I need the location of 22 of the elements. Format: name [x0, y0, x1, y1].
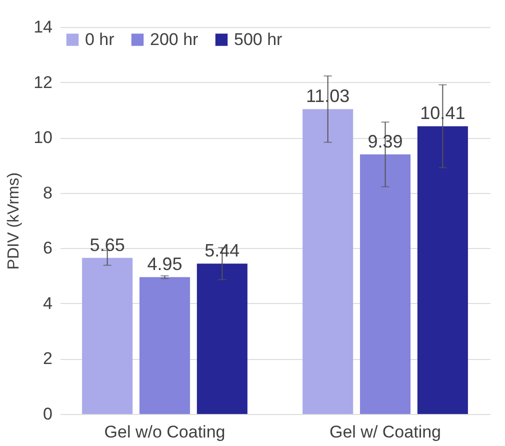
y-tick-label: 4: [43, 294, 52, 313]
x-tick-label: Gel w/ Coating: [330, 422, 442, 442]
bar: [82, 258, 133, 414]
legend-label: 500 hr: [234, 30, 283, 49]
y-tick-label: 12: [34, 72, 52, 92]
y-axis-title: PDIV (kVrms): [6, 172, 23, 270]
y-tick-label: 8: [43, 183, 52, 202]
x-tick-label: Gel w/o Coating: [104, 422, 226, 442]
bar: [196, 264, 248, 414]
legend-label: 0 hr: [85, 30, 115, 49]
y-tick-label: 0: [43, 404, 52, 424]
y-tick-label: 10: [34, 128, 52, 148]
y-tick-label: 14: [34, 18, 52, 36]
bar: [302, 109, 354, 414]
data-label: 4.95: [147, 254, 182, 274]
data-label: 5.65: [90, 234, 125, 255]
bar: [360, 154, 411, 414]
legend-label: 200 hr: [150, 30, 199, 49]
y-tick-label: 6: [43, 238, 52, 258]
bar: [417, 126, 468, 414]
bar: [139, 277, 190, 414]
y-tick-label: 2: [43, 349, 52, 368]
